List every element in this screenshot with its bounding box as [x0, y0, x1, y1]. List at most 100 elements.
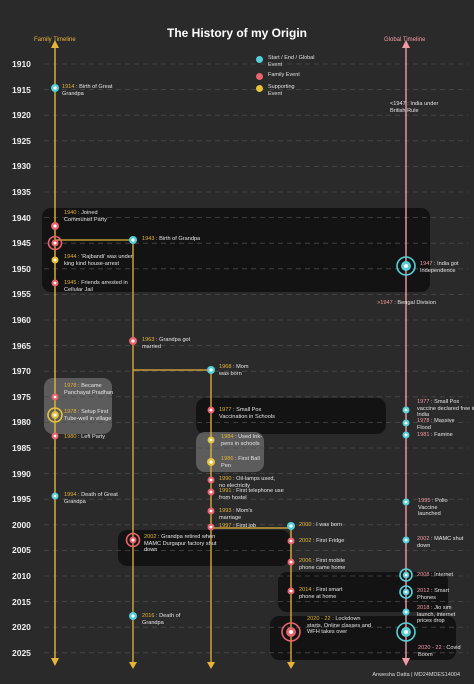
event-year: 2002 [144, 534, 157, 540]
node-center [289, 589, 293, 593]
event-label: 1940 : Joined Communist Party [64, 210, 124, 223]
event-text: Death of Grandpa [142, 613, 181, 626]
event-text: Birth of Great Grandpa [62, 84, 113, 97]
event-separator: : [233, 456, 239, 462]
arrow-up-icon [51, 40, 59, 48]
event-year: 2018 [417, 605, 430, 611]
event-year: 2016 [142, 613, 155, 619]
event-year: 1947 [420, 261, 433, 267]
event-year: 2002 [299, 538, 312, 544]
event-label: 1980 : Left Party [64, 434, 124, 441]
event-text: India under British Rule [390, 101, 439, 114]
node-center [131, 614, 135, 618]
event-separator: : [441, 645, 447, 651]
event-text: Lockdown starts, Online classes and WFH … [307, 616, 372, 636]
event-year: 1914 [62, 84, 75, 90]
global-timeline-label: Global Timeline [384, 37, 426, 43]
event-separator: : [76, 210, 82, 216]
year-label: 1985 [12, 443, 31, 453]
event-label: 1977 : Small Pox vaccine declared free i… [417, 399, 474, 419]
year-label: 1970 [12, 366, 31, 377]
year-label: 1965 [12, 340, 31, 351]
event-label: 1977 : Small Pox Vaccination in Schools [219, 407, 289, 420]
event-year: 2020 - 22 [418, 645, 442, 651]
year-label: 1915 [12, 84, 31, 95]
year-label: 1935 [12, 187, 31, 197]
event-separator: : [429, 432, 435, 438]
event-text: Oil-lamps used, no electricity [219, 476, 275, 489]
node-center [404, 610, 408, 614]
event-year: >1947 [377, 300, 393, 306]
event-label: 1984 : Used Ink-pens in schools [221, 434, 263, 447]
event-label: 2002 : MAMC shut down [417, 536, 465, 549]
year-label: 1975 [12, 391, 31, 402]
event-label: 1995 : Polio Vaccine launched [418, 498, 458, 518]
node-center [53, 434, 57, 438]
legend-label: Supporting Event [268, 84, 295, 97]
node-center [209, 509, 213, 513]
event-label: <1947 : India under British Rule [390, 101, 450, 114]
event-year: 2014 [299, 587, 312, 593]
event-text: Death of Great Grandpa [64, 492, 118, 505]
node-center [404, 264, 408, 268]
event-label: 1981 : Famine [417, 432, 457, 439]
event-year: 1997 [219, 523, 232, 529]
event-year: 1945 [64, 280, 77, 286]
event-separator: : [76, 434, 82, 440]
event-group-band [196, 432, 264, 472]
event-label: 1914 : Birth of Great Grandpa [62, 84, 132, 97]
event-separator: : [311, 522, 317, 528]
event-separator: : [76, 492, 82, 498]
arrow-down-icon [287, 662, 295, 669]
event-label: 1978 : Setup First Tube-well in village [64, 409, 120, 422]
page-title: The History of my Origin [166, 26, 307, 40]
node-center [53, 241, 57, 245]
event-label: 1968 : Mom was born [219, 364, 259, 377]
node-center [53, 395, 57, 399]
year-label: 1940 [12, 212, 31, 223]
node-center [289, 524, 293, 528]
event-text: Grandpa retired when MAMC Durgapur facto… [144, 534, 217, 554]
event-year: 1978 [64, 409, 77, 415]
node-center [209, 368, 213, 372]
node-center [53, 86, 57, 90]
event-label: 1997 : First job [219, 523, 279, 530]
event-year: 1977 [417, 399, 430, 405]
legend: Start / End / Global Event Family Event … [256, 55, 346, 101]
event-separator: : [429, 605, 435, 611]
event-text: First mobile phone came home [299, 558, 346, 571]
event-separator: : [430, 498, 436, 504]
node-center [404, 500, 408, 504]
event-year: 1977 [219, 407, 232, 413]
event-text: Massive Flood [417, 418, 455, 431]
start-event-node-ring [399, 585, 413, 599]
event-year: 1944 [64, 254, 77, 260]
event-year: <1947 [390, 101, 406, 107]
event-text: Bengal Division [397, 300, 436, 306]
year-label: 2015 [12, 596, 31, 607]
event-year: 1981 [417, 432, 430, 438]
event-label: 2008 : Internet [417, 572, 465, 579]
event-separator: : [76, 383, 82, 389]
event-label: 1991 : First telephone use from hostel [219, 488, 285, 501]
event-year: 2012 [417, 588, 430, 594]
event-separator: : [429, 536, 435, 542]
year-label: 1930 [12, 161, 31, 172]
node-center [131, 339, 135, 343]
event-label: 2014 : First smart phone at home [299, 587, 345, 600]
event-label: 2002 : Grandpa retired when MAMC Durgapu… [144, 534, 224, 554]
event-label: 2012 : Smart Phones [417, 588, 457, 601]
node-center [289, 630, 293, 634]
event-year: 1984 [221, 434, 234, 440]
event-year: 2002 [417, 536, 430, 542]
node-center [209, 478, 213, 482]
event-text: I was born [316, 522, 342, 528]
arrow-down-icon [51, 658, 59, 666]
event-separator: : [392, 300, 398, 306]
node-center [209, 490, 213, 494]
event-separator: : [429, 399, 435, 405]
node-center [404, 408, 408, 412]
event-separator: : [154, 236, 160, 242]
event-label: 1990 : Oil-lamps used, no electricity [219, 476, 279, 489]
